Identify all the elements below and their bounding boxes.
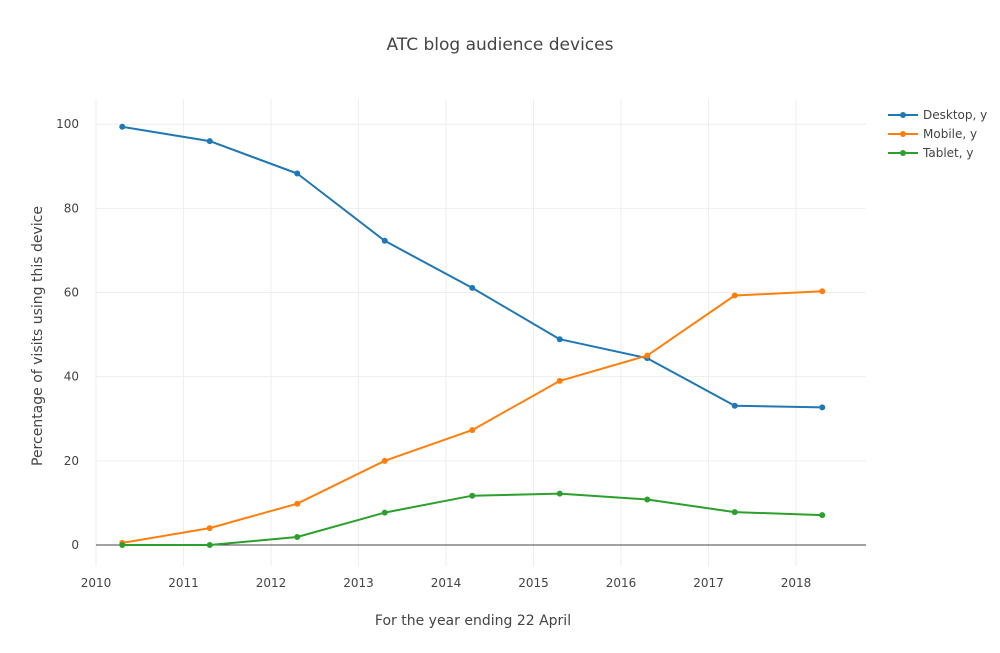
- x-tick-label: 2017: [693, 576, 724, 590]
- series-desktop: [119, 123, 826, 411]
- x-tick-label: 2018: [781, 576, 812, 590]
- data-point-desktop: [819, 404, 826, 411]
- data-point-mobile: [469, 427, 476, 434]
- data-point-mobile: [294, 500, 301, 507]
- y-tick-label: 100: [56, 117, 79, 131]
- legend-label: Tablet, y: [922, 146, 973, 160]
- series-tablet: [119, 490, 826, 548]
- series-line-desktop: [122, 125, 823, 409]
- x-axis-title: For the year ending 22 April: [375, 613, 571, 629]
- x-tick-label: 2010: [81, 576, 112, 590]
- x-tick-label: 2012: [256, 576, 287, 590]
- data-point-desktop: [294, 170, 301, 177]
- series-layer: [119, 123, 826, 548]
- legend-item-mobile[interactable]: Mobile, y: [888, 127, 977, 141]
- data-point-mobile: [819, 288, 826, 295]
- x-tick-label: 2011: [168, 576, 199, 590]
- data-point-desktop: [731, 402, 738, 409]
- x-tick-label: 2013: [343, 576, 374, 590]
- y-tick-label: 40: [64, 370, 79, 384]
- y-tick-label: 80: [64, 201, 79, 215]
- data-point-mobile: [206, 525, 213, 532]
- series-line-mobile: [122, 290, 823, 544]
- data-point-tablet: [556, 490, 563, 497]
- legend-item-desktop[interactable]: Desktop, y: [888, 108, 987, 122]
- grid-layer: [95, 99, 866, 566]
- series-line-tablet: [122, 492, 823, 546]
- legend-item-tablet[interactable]: Tablet, y: [888, 146, 973, 160]
- data-point-tablet: [294, 533, 301, 540]
- x-tick-labels: 2010 2011 2012 2013 2014 2015 2016 2017 2018: [81, 576, 812, 590]
- x-tick-label: 2015: [518, 576, 549, 590]
- x-tick-label: 2016: [606, 576, 637, 590]
- chart-title: ATC blog audience devices: [387, 35, 614, 55]
- data-point-tablet: [819, 512, 826, 519]
- y-tick-label: 60: [64, 286, 79, 300]
- data-point-tablet: [731, 509, 738, 516]
- data-point-tablet: [469, 492, 476, 499]
- y-tick-label: 0: [71, 538, 79, 552]
- data-point-tablet: [644, 496, 651, 503]
- x-tick-label: 2014: [431, 576, 462, 590]
- data-point-desktop: [119, 123, 126, 130]
- legend-swatch-marker: [900, 112, 906, 118]
- y-tick-labels: 0 20 40 60 80 100: [56, 117, 79, 552]
- legend-label: Mobile, y: [923, 127, 977, 141]
- data-point-tablet: [381, 509, 388, 516]
- data-point-tablet: [119, 541, 126, 548]
- data-point-tablet: [206, 541, 213, 548]
- series-mobile: [119, 288, 826, 546]
- data-point-mobile: [731, 292, 738, 299]
- y-tick-label: 20: [64, 454, 79, 468]
- data-point-mobile: [556, 377, 563, 384]
- legend-swatch-marker: [900, 131, 906, 137]
- data-point-desktop: [556, 336, 563, 343]
- legend-swatch-marker: [900, 150, 906, 156]
- data-point-desktop: [469, 284, 476, 291]
- legend-label: Desktop, y: [923, 108, 987, 122]
- legend: Desktop, y Mobile, y Tablet, y: [888, 108, 987, 160]
- data-point-mobile: [381, 457, 388, 464]
- y-axis-title: Percentage of visits using this device: [30, 206, 46, 466]
- data-point-mobile: [644, 352, 651, 359]
- data-point-desktop: [206, 138, 213, 145]
- data-point-desktop: [381, 237, 388, 244]
